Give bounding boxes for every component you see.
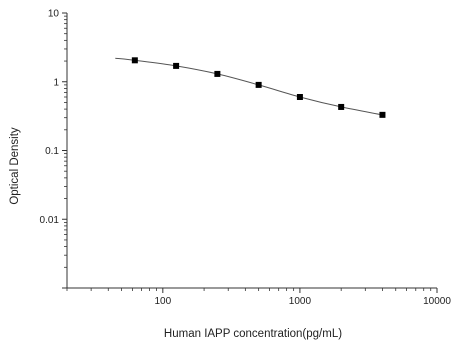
x-tick-label: 100 — [154, 296, 171, 307]
plot-area — [115, 57, 386, 118]
data-point — [131, 57, 138, 64]
y-tick-label: 10 — [48, 9, 60, 20]
y-tick-label: 0.1 — [45, 146, 59, 157]
data-point — [296, 94, 303, 101]
data-point — [338, 103, 345, 110]
x-axis-title: Human IAPP concentration(pg/mL) — [164, 328, 342, 340]
data-point — [255, 81, 262, 88]
x-tick-label: 1000 — [289, 296, 312, 307]
data-point — [173, 62, 180, 69]
y-tick-label: 0.01 — [40, 215, 60, 226]
data-point — [214, 70, 221, 77]
data-point — [379, 111, 386, 118]
x-tick-label: 10000 — [423, 296, 451, 307]
y-axis: 10 1 0.1 0.01 — [40, 9, 68, 289]
y-tick-label: 1 — [53, 77, 59, 88]
x-axis: 100 1000 10000 — [66, 287, 451, 307]
y-axis-title: Optical Density — [9, 127, 21, 205]
